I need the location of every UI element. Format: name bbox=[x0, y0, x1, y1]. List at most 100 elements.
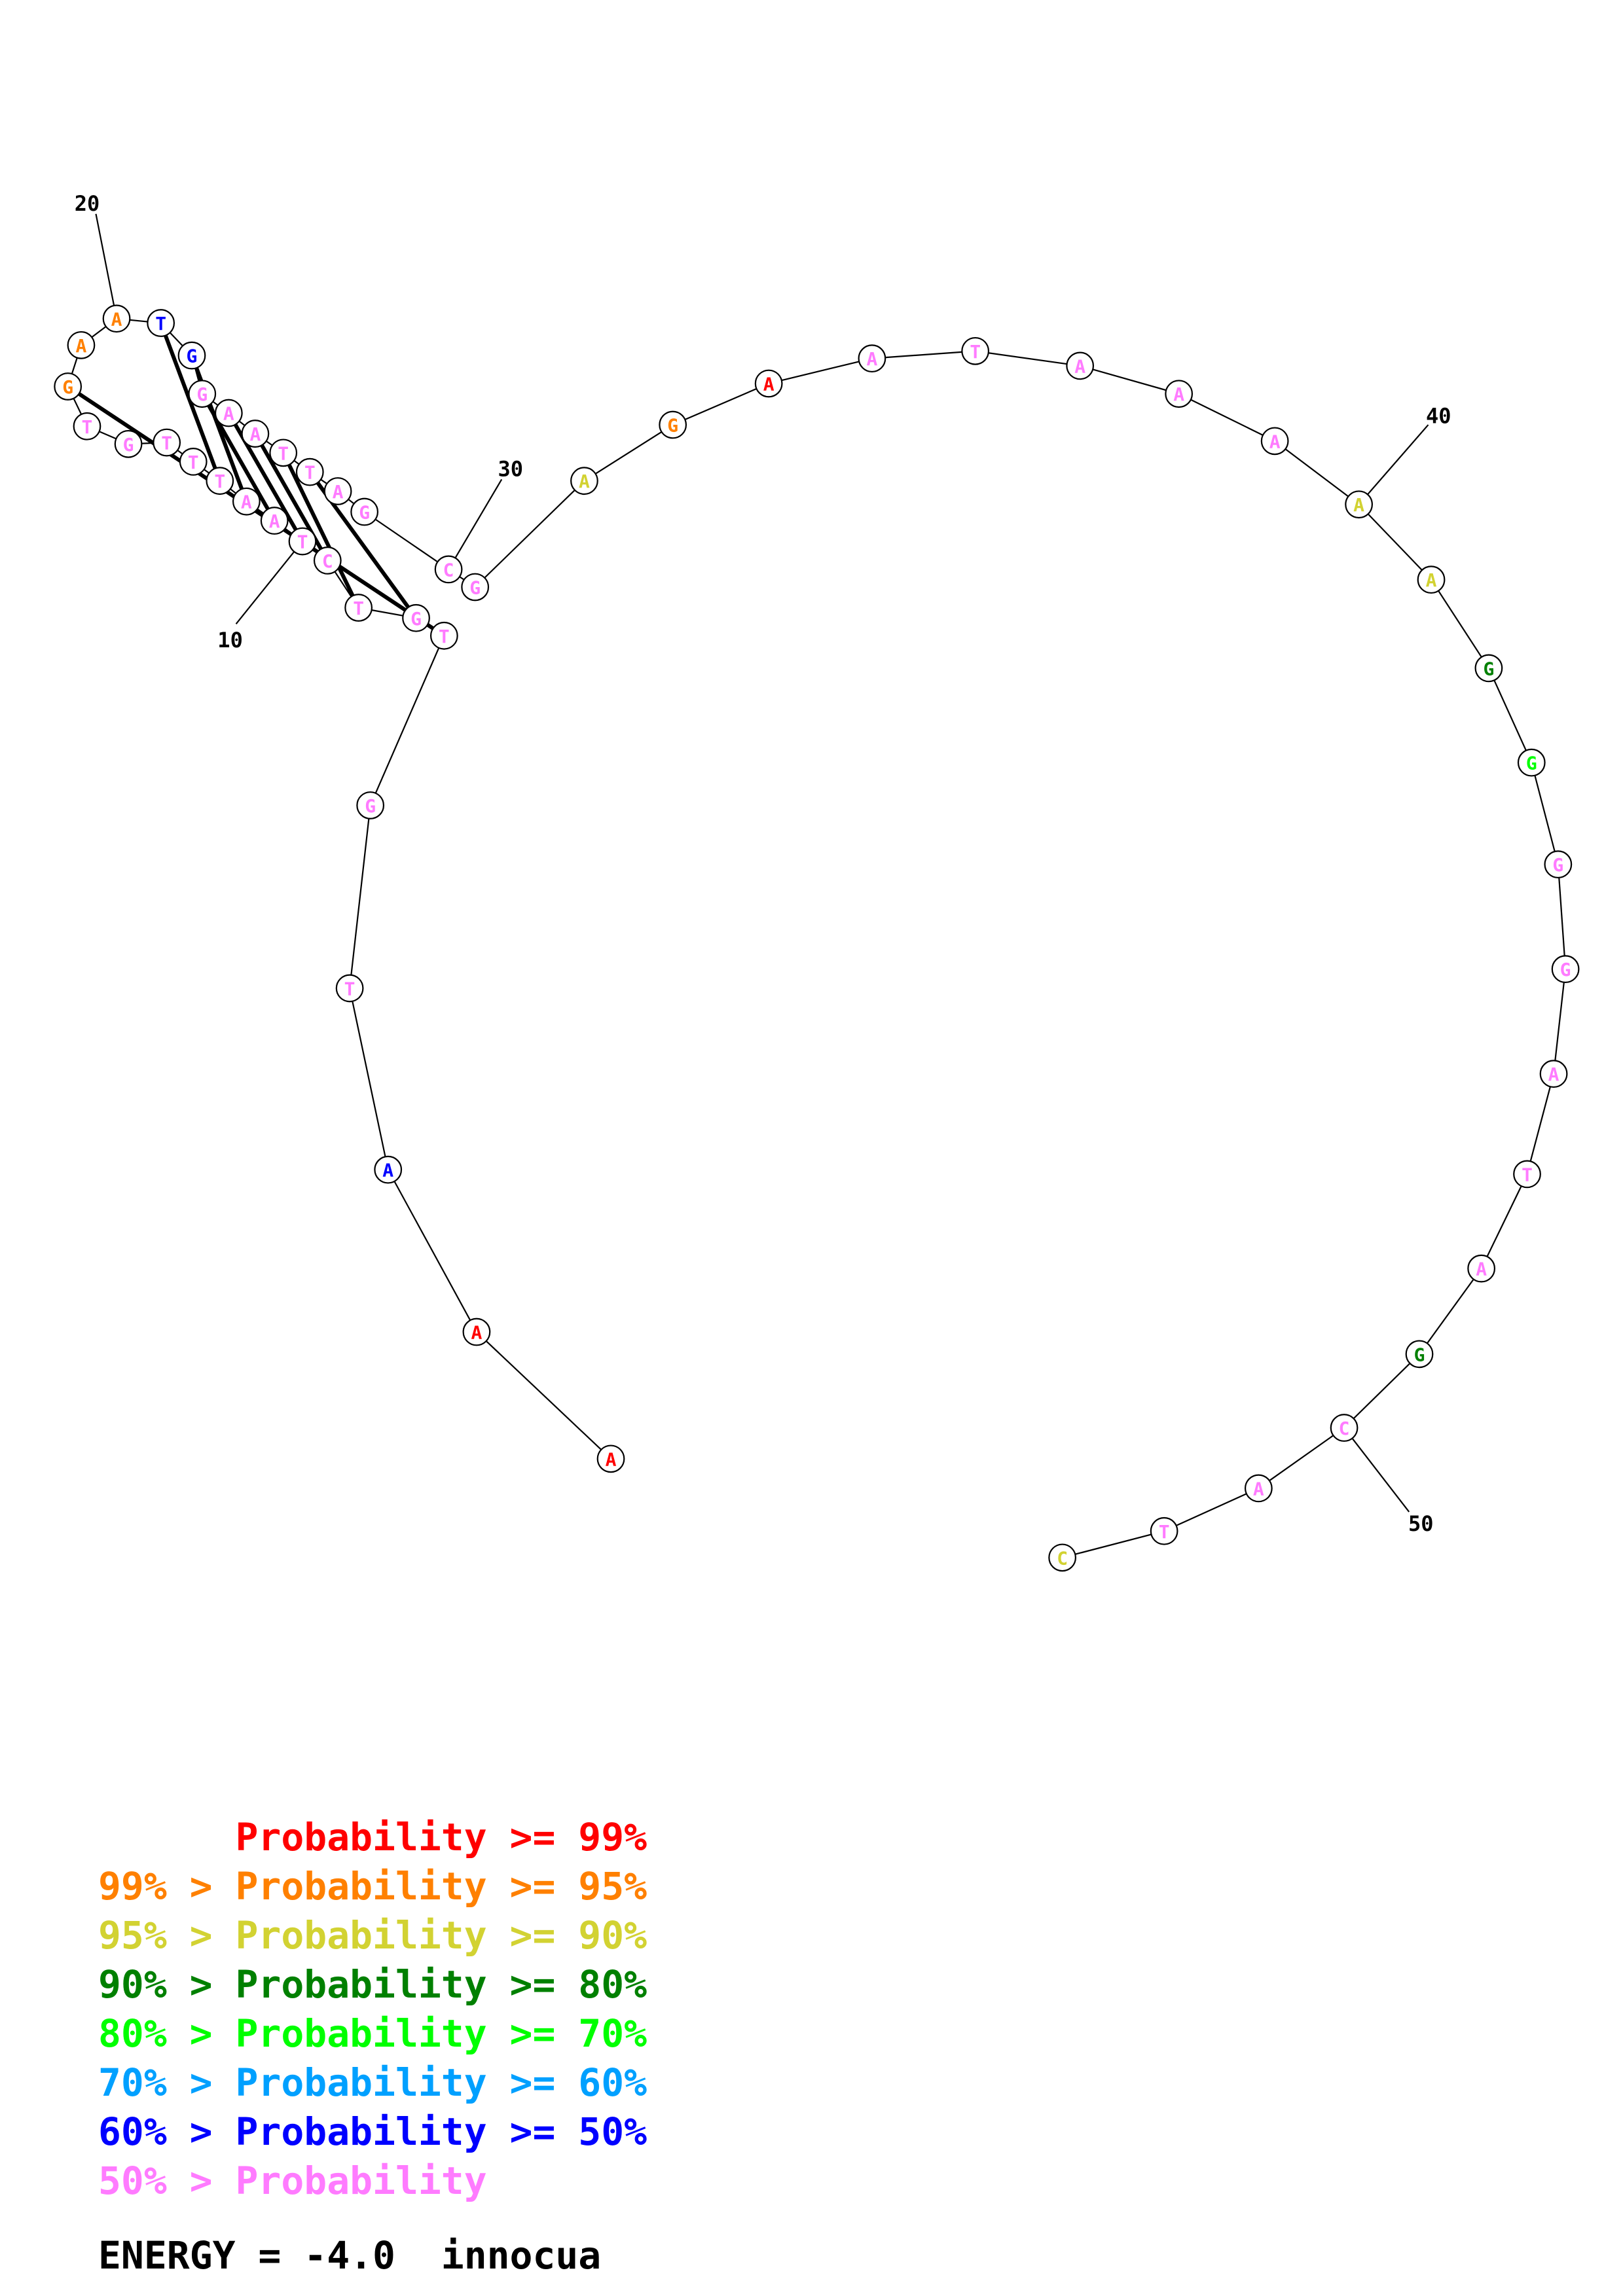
backbone-segment bbox=[369, 635, 445, 806]
legend-row: 50% > Probability bbox=[98, 2157, 647, 2206]
backbone-segment bbox=[476, 1331, 611, 1460]
position-tick bbox=[235, 541, 303, 624]
backbone-segment bbox=[871, 350, 976, 359]
nucleotide-circle bbox=[260, 507, 289, 535]
backbone-segment bbox=[1062, 1530, 1165, 1558]
nucleotide-circle bbox=[288, 527, 317, 556]
nucleotide-circle bbox=[1066, 351, 1095, 380]
nucleotide: A bbox=[1260, 427, 1289, 456]
legend-prefix: 70% > bbox=[98, 2060, 236, 2105]
nucleotide: A bbox=[1244, 1474, 1273, 1503]
nucleotide: T bbox=[429, 621, 458, 650]
nucleotide: G bbox=[461, 573, 490, 601]
nucleotide: T bbox=[147, 309, 175, 337]
legend-text: Probability bbox=[235, 2159, 487, 2203]
legend-text: Probability >= 80% bbox=[235, 1962, 647, 2007]
nucleotide-circle bbox=[54, 372, 82, 401]
nucleotide-base: A bbox=[763, 373, 775, 395]
footer: ENERGY = -4.0 innocua bbox=[98, 2233, 601, 2278]
legend-text: Probability >= 90% bbox=[235, 1913, 647, 1958]
nucleotide: T bbox=[288, 527, 317, 556]
nucleotide: A bbox=[1165, 380, 1194, 408]
nucleotide-circle bbox=[596, 1444, 625, 1473]
nucleotide-circle bbox=[374, 1155, 403, 1184]
backbone-segment bbox=[1343, 1354, 1420, 1429]
nucleotide-circle bbox=[313, 546, 342, 575]
nucleotide: T bbox=[73, 412, 101, 440]
nucleotide-base: A bbox=[333, 481, 344, 503]
nucleotide-circle bbox=[429, 621, 458, 650]
nucleotide: T bbox=[1513, 1160, 1541, 1189]
nucleotide: A bbox=[754, 369, 783, 398]
legend-prefix: 80% > bbox=[98, 2011, 236, 2056]
nucleotide-base: T bbox=[161, 433, 172, 454]
legend-prefix: 50% > bbox=[98, 2159, 236, 2203]
backbone-segment bbox=[768, 357, 873, 385]
legend-text: Probability >= 60% bbox=[235, 2060, 647, 2105]
nucleotide: A bbox=[102, 304, 131, 333]
backbone-segment bbox=[1163, 1487, 1259, 1532]
nucleotide: G bbox=[177, 341, 206, 370]
nucleotide: G bbox=[402, 603, 430, 632]
backbone-segment bbox=[583, 424, 674, 482]
nucleotide-base: T bbox=[278, 442, 289, 464]
base-pairs bbox=[77, 334, 435, 630]
position-label: 40 bbox=[1426, 404, 1451, 429]
position-ticks: 10 20 30 40 50 bbox=[75, 191, 1451, 1536]
nucleotide: A bbox=[858, 344, 886, 373]
nucleotide: G bbox=[350, 497, 379, 526]
nucleotide: A bbox=[374, 1155, 403, 1184]
legend-text: Probability >= 70% bbox=[235, 2011, 647, 2056]
nucleotide: C bbox=[434, 555, 463, 584]
nucleotide-base: T bbox=[970, 341, 981, 363]
nucleotide: T bbox=[1150, 1516, 1178, 1545]
sequence-name: innocua bbox=[441, 2233, 602, 2278]
position-label: 50 bbox=[1408, 1511, 1434, 1536]
nucleotide: T bbox=[335, 974, 364, 1003]
nucleotide-circle bbox=[206, 467, 234, 495]
nucleotide-circle bbox=[269, 439, 298, 467]
nucleotide-base: T bbox=[155, 313, 166, 334]
nucleotide-base: A bbox=[382, 1160, 393, 1181]
backbone-segment bbox=[1419, 1268, 1482, 1355]
nucleotide: A bbox=[1345, 490, 1373, 519]
nucleotide-circle bbox=[1474, 654, 1503, 683]
nucleotide: T bbox=[295, 457, 324, 486]
nucleotide: G bbox=[1474, 654, 1503, 683]
nucleotide: A bbox=[232, 487, 261, 516]
nucleotide-base: G bbox=[62, 376, 73, 398]
nucleotide: A bbox=[570, 467, 598, 495]
nucleotide: G bbox=[1517, 748, 1546, 777]
legend-row: 90% > Probability >= 80% bbox=[98, 1960, 647, 2009]
backbone bbox=[67, 317, 1567, 1558]
position-tick bbox=[95, 213, 118, 319]
energy-label: ENERGY = -4.0 bbox=[98, 2233, 395, 2278]
nucleotide-base: A bbox=[76, 335, 87, 357]
nucleotide-base: A bbox=[1426, 569, 1437, 591]
nucleotide-base: A bbox=[1353, 494, 1364, 516]
nucleotide-base: A bbox=[1173, 384, 1184, 405]
nucleotide: A bbox=[67, 331, 96, 359]
nucleotide-circle bbox=[153, 428, 181, 457]
nucleotide: C bbox=[1048, 1543, 1077, 1572]
backbone-segment bbox=[1526, 1073, 1555, 1175]
nucleotide-circle bbox=[1150, 1516, 1178, 1545]
nucleotide: G bbox=[1405, 1340, 1434, 1369]
nucleotide-circle bbox=[434, 555, 463, 584]
nucleotide-base: A bbox=[1476, 1259, 1487, 1280]
nucleotide-circle bbox=[1405, 1340, 1434, 1369]
nucleotide-circle bbox=[1517, 748, 1546, 777]
nucleotide-base: G bbox=[365, 795, 376, 817]
legend-prefix: 90% > bbox=[98, 1962, 236, 2007]
nucleotide: A bbox=[1467, 1254, 1496, 1283]
backbone-segment bbox=[975, 350, 1080, 367]
legend-row: 80% > Probability >= 70% bbox=[98, 2009, 647, 2058]
nucleotide: G bbox=[114, 429, 143, 458]
nucleotide-base: G bbox=[667, 415, 678, 437]
nucleotide: A bbox=[596, 1444, 625, 1473]
backbone-segment bbox=[364, 511, 449, 570]
backbone-segment bbox=[1431, 579, 1489, 669]
nucleotide-base: T bbox=[297, 531, 308, 553]
position-label: 30 bbox=[498, 457, 523, 482]
